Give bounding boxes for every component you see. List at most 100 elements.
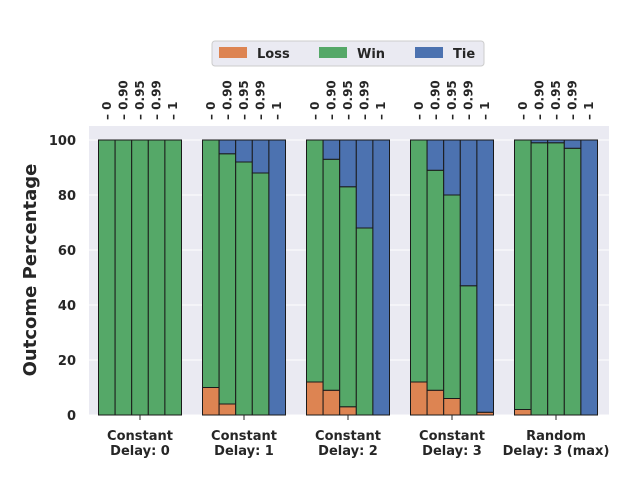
bar-segment-tie	[426, 139, 445, 171]
y-axis-ticks: 0 20 40 60 80 100	[49, 134, 76, 424]
y-tick-label: 40	[58, 299, 76, 314]
bar-sub-label: – 0.99	[358, 80, 372, 120]
bar-segment-tie	[339, 139, 357, 188]
bar-segment-tie	[530, 139, 549, 144]
bar-sub-label: – 0.95	[341, 80, 355, 120]
bar-segment-loss	[218, 403, 237, 416]
bar-sub-labels: – 0– 0.90– 0.95– 0.99– 1– 0– 0.90– 0.95–…	[100, 80, 596, 120]
bar-segment-tie	[443, 139, 461, 196]
bar-segment-win	[147, 139, 166, 416]
bar-sub-label: – 0.95	[133, 80, 147, 120]
legend-entry-win: Win	[357, 47, 385, 62]
bar-segment-win	[164, 139, 182, 416]
x-group-label: Constant	[419, 429, 485, 444]
legend-swatch-loss	[219, 47, 247, 58]
bar-sub-label: – 0.95	[549, 80, 563, 120]
legend: Loss Win Tie	[211, 40, 485, 67]
bar-segment-win	[98, 139, 116, 416]
bar-segment-win	[251, 172, 270, 416]
bar-segment-win	[514, 139, 532, 410]
bar-segment-win	[355, 227, 374, 416]
bar-sub-label: – 1	[478, 101, 492, 120]
y-tick-label: 0	[67, 409, 76, 424]
bar-sub-label: – 0.90	[324, 80, 338, 120]
bar-segment-loss	[306, 381, 324, 416]
bar-segment-tie	[459, 139, 478, 287]
bar-segment-win	[131, 139, 149, 416]
bar-segment-win	[306, 139, 324, 383]
x-group-label: Constant	[107, 429, 173, 444]
bar-segment-tie	[563, 139, 582, 149]
bar-segment-win	[410, 139, 428, 383]
bar-sub-label: – 0.99	[462, 80, 476, 120]
legend-frame	[211, 40, 485, 67]
bar-sub-label: – 0.99	[566, 80, 580, 120]
bar-sub-label: – 0.90	[220, 80, 234, 120]
bar-segment-loss	[322, 389, 341, 416]
bar-sub-label: – 1	[582, 101, 596, 120]
bar-segment-win	[547, 142, 565, 416]
bar-sub-label: – 0.95	[237, 80, 251, 120]
legend-swatch-tie	[415, 47, 443, 58]
legend-swatch-win	[319, 47, 347, 58]
bars	[98, 139, 599, 416]
x-group-label: Constant	[315, 429, 381, 444]
bar-sub-label: – 1	[166, 101, 180, 120]
y-tick-label: 20	[58, 354, 76, 369]
bar-segment-loss	[443, 398, 461, 416]
bar-segment-loss	[410, 381, 428, 416]
bar-segment-win	[459, 285, 478, 416]
bar-segment-win	[235, 161, 253, 416]
x-group-label: Delay: 2	[318, 444, 378, 459]
x-group-label: Constant	[211, 429, 277, 444]
bar-segment-tie	[268, 139, 286, 416]
bar-segment-tie	[476, 139, 494, 413]
y-tick-label: 100	[49, 134, 76, 149]
legend-entry-loss: Loss	[257, 47, 290, 62]
bar-sub-label: – 1	[270, 101, 284, 120]
bar-segment-win	[426, 169, 445, 391]
bar-segment-win	[202, 139, 220, 388]
bar-sub-label: – 0	[412, 101, 426, 120]
bar-segment-tie	[251, 139, 270, 174]
bar-sub-label: – 0.90	[116, 80, 130, 120]
legend-entry-tie: Tie	[453, 47, 475, 62]
bar-segment-tie	[218, 139, 237, 155]
bar-sub-label: – 0.90	[428, 80, 442, 120]
bar-segment-tie	[580, 139, 599, 416]
bar-segment-loss	[339, 406, 357, 416]
bar-segment-win	[322, 158, 341, 391]
bar-sub-label: – 0	[204, 101, 218, 120]
bar-segment-tie	[547, 139, 565, 144]
bar-segment-tie	[235, 139, 253, 163]
bar-sub-label: – 0	[516, 101, 530, 120]
y-tick-label: 60	[58, 244, 76, 259]
bar-segment-win	[218, 153, 237, 405]
bar-sub-label: – 0.99	[254, 80, 268, 120]
y-axis-label: Outcome Percentage	[20, 164, 41, 377]
bar-sub-label: – 0.95	[445, 80, 459, 120]
y-tick-label: 80	[58, 189, 76, 204]
bar-sub-label: – 0	[100, 101, 114, 120]
bar-segment-tie	[322, 139, 341, 160]
x-group-label: Delay: 1	[214, 444, 274, 459]
bar-sub-label: – 0	[308, 101, 322, 120]
bar-segment-tie	[372, 139, 390, 416]
bar-segment-loss	[514, 409, 532, 416]
bar-segment-win	[339, 186, 357, 408]
bar-segment-win	[563, 147, 582, 416]
x-group-label: Random	[526, 429, 586, 444]
x-group-label: Delay: 0	[110, 444, 170, 459]
bar-sub-label: – 0.99	[150, 80, 164, 120]
bar-segment-win	[443, 194, 461, 399]
bar-sub-label: – 0.90	[532, 80, 546, 120]
bar-segment-win	[530, 142, 549, 416]
bar-segment-win	[114, 139, 133, 416]
bar-segment-tie	[355, 139, 374, 229]
bar-sub-label: – 1	[374, 101, 388, 120]
x-group-label: Delay: 3	[422, 444, 482, 459]
x-group-label: Delay: 3 (max)	[503, 444, 610, 459]
bar-segment-loss	[202, 387, 220, 416]
